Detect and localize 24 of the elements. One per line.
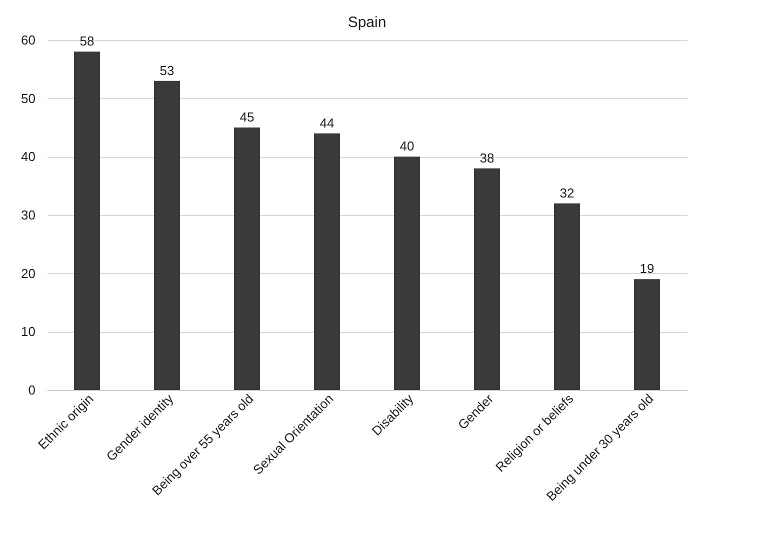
y-tick-label: 0 — [28, 382, 36, 398]
y-tick-label: 30 — [21, 208, 36, 222]
data-label: 40 — [400, 138, 414, 154]
data-label: 44 — [320, 115, 334, 130]
data-label: 32 — [560, 185, 574, 200]
bar — [474, 168, 500, 390]
bar — [554, 203, 580, 390]
data-label: 38 — [480, 150, 494, 166]
y-tick-label: 40 — [21, 149, 36, 164]
bar — [634, 279, 660, 390]
y-tick-label: 50 — [21, 90, 36, 106]
y-tick-label: 60 — [21, 32, 36, 48]
data-label: 19 — [640, 261, 654, 276]
bar — [314, 133, 340, 390]
bar — [394, 156, 420, 390]
data-label: 45 — [240, 110, 254, 124]
y-tick-label: 10 — [21, 324, 36, 340]
bar — [74, 52, 100, 390]
data-label: 53 — [160, 62, 174, 78]
data-label: 58 — [80, 34, 94, 49]
chart-title: Spain — [348, 14, 386, 31]
bar — [154, 80, 180, 390]
bar — [234, 128, 260, 390]
y-tick-label: 20 — [21, 266, 36, 281]
